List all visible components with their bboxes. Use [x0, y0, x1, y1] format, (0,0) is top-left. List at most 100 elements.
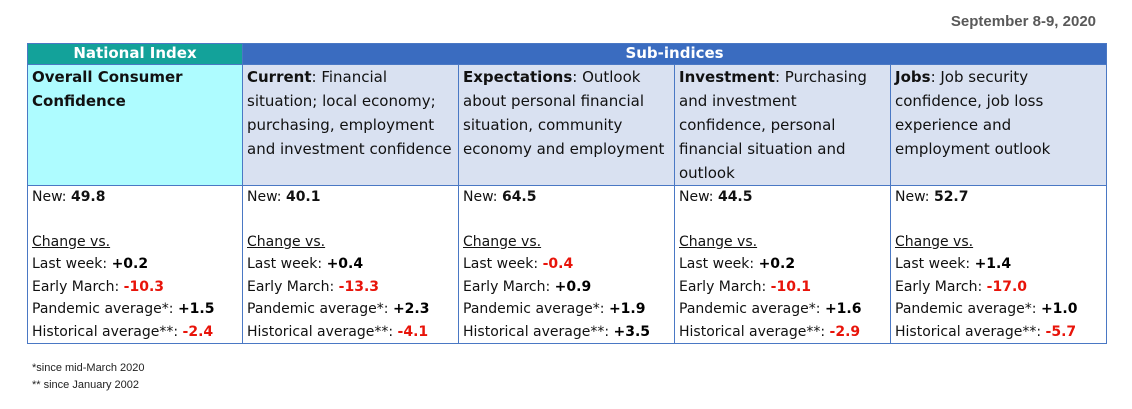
desc-current-text: : Financial situation; local economy; pu…	[247, 68, 452, 158]
change-value: -17.0	[986, 278, 1028, 295]
change-value: -10.1	[770, 278, 812, 295]
change-row: Pandemic average*: +1.5	[32, 298, 238, 321]
new-value-line: New: 52.7	[895, 186, 1102, 209]
change-row: Last week: -0.4	[463, 253, 670, 276]
change-label: Pandemic average*:	[895, 301, 1037, 317]
change-value: -2.9	[829, 323, 861, 340]
desc-investment-title: Investment	[679, 68, 775, 86]
change-label: Historical average**:	[895, 323, 1042, 340]
desc-expectations-text: : Outlook about personal financial situa…	[463, 68, 665, 158]
desc-jobs: Jobs: Job security confidence, job loss …	[889, 64, 1108, 186]
change-label: Pandemic average*:	[32, 301, 174, 317]
stats-current: New: 40.1 Change vs. Last week: +0.4 Early …	[242, 185, 459, 344]
change-value: -2.4	[182, 323, 214, 340]
desc-overall: Overall Consumer Confidence	[27, 64, 243, 186]
change-label: Historical average**:	[32, 323, 179, 340]
description-row: Overall Consumer Confidence Current: Fin…	[27, 64, 1108, 186]
stats-overall: New: 49.8 Change vs. Last week: +0.2 Early …	[27, 185, 243, 344]
change-value: -13.3	[338, 278, 380, 295]
change-value: +1.6	[824, 301, 862, 317]
change-vs-heading: Change vs.	[32, 233, 111, 250]
change-label: Last week:	[463, 256, 539, 272]
change-label: Early March:	[463, 278, 551, 295]
change-label: Last week:	[895, 256, 971, 272]
national-index-header: National Index	[27, 43, 243, 65]
change-value: +0.4	[326, 256, 364, 272]
change-row: Historical average**: -4.1	[247, 321, 454, 344]
new-label: New:	[247, 189, 282, 205]
change-value: +0.2	[758, 256, 796, 272]
desc-jobs-title: Jobs	[895, 68, 931, 86]
change-value: +0.9	[554, 278, 592, 295]
change-row: Early March: +0.9	[463, 276, 670, 299]
new-label: New:	[463, 189, 498, 205]
change-value: -5.7	[1045, 323, 1077, 340]
new-value: 49.8	[70, 189, 106, 205]
change-row: Last week: +0.4	[247, 253, 454, 276]
report-date: September 8-9, 2020	[950, 13, 1096, 30]
change-value: +1.4	[974, 256, 1012, 272]
change-label: Early March:	[895, 278, 983, 295]
new-value-line: New: 49.8	[32, 186, 238, 209]
desc-expectations-title: Expectations	[463, 68, 573, 86]
footnote-pandemic: *since mid-March 2020	[32, 362, 145, 374]
desc-overall-title: Overall Consumer Confidence	[32, 68, 183, 110]
desc-investment: Investment: Purchasing and investment co…	[674, 64, 891, 186]
change-row: Last week: +0.2	[679, 253, 886, 276]
consumer-confidence-table: National Index Sub-indices Overall Consu…	[27, 43, 1108, 344]
change-row: Pandemic average*: +1.9	[463, 298, 670, 321]
change-row: Pandemic average*: +1.0	[895, 298, 1102, 321]
change-row: Historical average**: -2.9	[679, 321, 886, 344]
new-label: New:	[679, 189, 714, 205]
change-value: +3.5	[613, 323, 651, 340]
change-value: -4.1	[397, 323, 429, 340]
change-row: Early March: -17.0	[895, 276, 1102, 299]
change-label: Historical average**:	[247, 323, 394, 340]
change-row: Early March: -13.3	[247, 276, 454, 299]
new-value: 64.5	[501, 189, 537, 205]
change-row: Historical average**: -5.7	[895, 321, 1102, 344]
change-value: -10.3	[123, 278, 165, 295]
change-vs-heading: Change vs.	[679, 233, 758, 250]
change-value: +1.5	[177, 301, 215, 317]
change-label: Historical average**:	[679, 323, 826, 340]
change-label: Early March:	[247, 278, 335, 295]
new-value: 40.1	[285, 189, 321, 205]
stats-expectations: New: 64.5 Change vs. Last week: -0.4 Early …	[458, 185, 675, 344]
change-value: +1.9	[608, 301, 646, 317]
new-value-line: New: 44.5	[679, 186, 886, 209]
new-value: 52.7	[933, 189, 969, 205]
new-label: New:	[32, 189, 67, 205]
change-row: Pandemic average*: +2.3	[247, 298, 454, 321]
change-row: Historical average**: +3.5	[463, 321, 670, 344]
change-vs-heading: Change vs.	[895, 233, 974, 250]
change-label: Last week:	[247, 256, 323, 272]
change-row: Early March: -10.1	[679, 276, 886, 299]
change-value: +1.0	[1040, 301, 1078, 317]
stats-row: New: 49.8 Change vs. Last week: +0.2 Early …	[27, 185, 1108, 344]
change-row: Last week: +0.2	[32, 253, 238, 276]
new-value: 44.5	[717, 189, 753, 205]
change-value: -0.4	[542, 256, 574, 272]
desc-current: Current: Financial situation; local econ…	[242, 64, 459, 186]
change-row: Last week: +1.4	[895, 253, 1102, 276]
change-label: Pandemic average*:	[463, 301, 605, 317]
change-vs-heading: Change vs.	[247, 233, 326, 250]
new-value-line: New: 64.5	[463, 186, 670, 209]
new-value-line: New: 40.1	[247, 186, 454, 209]
change-label: Last week:	[32, 256, 108, 272]
change-label: Pandemic average*:	[247, 301, 389, 317]
change-row: Early March: -10.3	[32, 276, 238, 299]
header-row: National Index Sub-indices	[27, 43, 1108, 65]
new-label: New:	[895, 189, 930, 205]
footnote-historical: ** since January 2002	[32, 379, 140, 391]
change-label: Early March:	[32, 278, 120, 295]
stats-jobs: New: 52.7 Change vs. Last week: +1.4 Early …	[889, 185, 1108, 344]
change-row: Historical average**: -2.4	[32, 321, 238, 344]
change-label: Early March:	[679, 278, 767, 295]
desc-jobs-text: : Job security confidence, job loss expe…	[895, 68, 1051, 158]
sub-indices-header: Sub-indices	[241, 43, 1108, 65]
stats-investment: New: 44.5 Change vs. Last week: +0.2 Early …	[674, 185, 891, 344]
change-row: Pandemic average*: +1.6	[679, 298, 886, 321]
change-label: Last week:	[679, 256, 755, 272]
